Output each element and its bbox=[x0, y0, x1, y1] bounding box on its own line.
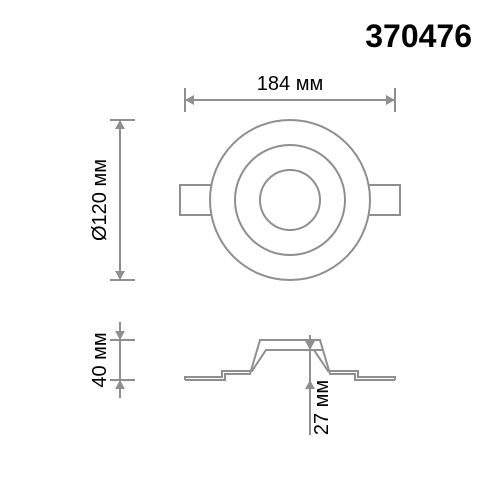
dim-inner-height-label: 27 мм bbox=[311, 380, 333, 435]
drawing-stage: 370476 184 мм Ø120 мм 40 мм 27 мм bbox=[0, 0, 500, 500]
dim-width-label: 184 мм bbox=[257, 73, 323, 95]
dim-diameter-label: Ø120 мм bbox=[89, 159, 111, 241]
product-code: 370476 bbox=[365, 18, 472, 55]
dim-height-label: 40 мм bbox=[89, 332, 111, 387]
technical-drawing: 184 мм Ø120 мм 40 мм 27 мм bbox=[0, 0, 500, 500]
